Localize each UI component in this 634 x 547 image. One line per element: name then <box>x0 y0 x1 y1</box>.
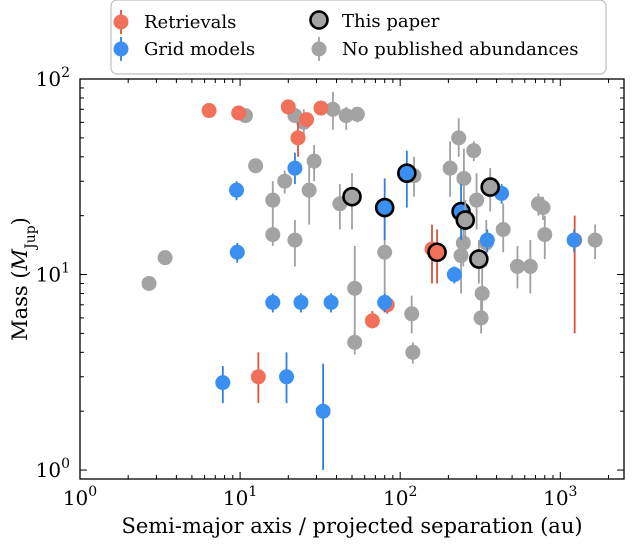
retrievals-point-0 <box>201 103 217 119</box>
legend-grid-models-marker <box>113 41 129 57</box>
grid-models-point-13 <box>566 232 582 248</box>
grid-models-point-9 <box>377 294 393 310</box>
grid-models-point-4 <box>279 369 295 385</box>
tick-labels: 100 101 102 103 100 101 102 <box>36 65 578 510</box>
legend-grid-models-label: Grid models <box>144 39 255 60</box>
grid-models-point-0 <box>215 375 231 391</box>
retrievals-point-2 <box>250 369 266 385</box>
grid-models-point-8 <box>323 294 339 310</box>
y-axis-label-close: ) <box>8 217 32 225</box>
this-paper-point-6 <box>469 249 489 269</box>
retrievals-point-5 <box>299 112 315 128</box>
x-axis-label: Semi-major axis / projected separation (… <box>121 514 582 538</box>
legend-frame <box>110 0 607 75</box>
no-abundances-point-20 <box>405 344 421 360</box>
legend-no-abundances-label: No published abundances <box>342 39 578 60</box>
retrievals-point-7 <box>364 313 380 329</box>
no-abundances-point-0 <box>141 275 157 291</box>
grid-models-point-1 <box>229 182 245 198</box>
x-tick-label-2: 102 <box>383 484 417 510</box>
no-abundances-point-14 <box>338 108 354 124</box>
legend-no-abundances-marker <box>311 41 327 57</box>
no-abundances-point-23 <box>451 130 467 146</box>
x-tick-label-3: 103 <box>543 484 577 510</box>
no-abundances-point-32 <box>495 221 511 237</box>
no-abundances-point-27 <box>466 143 482 159</box>
axis-ticks <box>79 78 624 480</box>
no-abundances-point-24 <box>453 248 469 264</box>
grid-models-point-3 <box>265 294 281 310</box>
grid-models-point-7 <box>315 403 331 419</box>
no-abundances-point-8 <box>287 232 303 248</box>
no-abundances-point-22 <box>442 160 458 176</box>
grid-models-point-10 <box>446 267 462 283</box>
legend: Retrievals Grid models This paper No pub… <box>110 0 607 75</box>
legend-this-paper-marker <box>309 10 329 30</box>
no-abundances-point-15 <box>347 280 363 296</box>
no-abundances-point-11 <box>306 153 322 169</box>
no-abundances-point-28 <box>469 192 485 208</box>
this-paper-point-3 <box>427 242 447 263</box>
y-axis-label-main: Mass ( <box>8 270 32 340</box>
no-abundances-point-4 <box>265 192 281 208</box>
y-axis-label-symbol: M <box>8 248 32 271</box>
retrievals-point-6 <box>313 100 329 116</box>
no-abundances-point-12 <box>325 101 341 117</box>
no-abundances-point-19 <box>404 306 420 322</box>
no-abundances-point-33 <box>509 258 525 274</box>
grid-models-point-6 <box>293 294 309 310</box>
no-abundances-point-30 <box>474 285 490 301</box>
no-abundances-point-38 <box>587 232 603 248</box>
no-abundances-point-6 <box>277 173 293 189</box>
this-paper-point-1 <box>374 197 395 218</box>
legend-retrievals-label: Retrievals <box>144 12 236 33</box>
plot-area <box>141 91 603 471</box>
series-this-paper <box>342 150 501 284</box>
no-abundances-point-37 <box>537 227 553 243</box>
no-abundances-point-1 <box>157 250 173 266</box>
no-abundances-point-34 <box>522 258 538 274</box>
no-abundances-point-26 <box>456 170 472 186</box>
y-tick-label-1: 101 <box>36 261 70 287</box>
y-axis-label: Mass (MJup) <box>8 217 39 341</box>
y-tick-label-2: 102 <box>36 65 70 91</box>
grid-models-point-11 <box>479 232 495 248</box>
retrievals-point-3 <box>280 99 296 115</box>
no-abundances-point-36 <box>535 200 551 216</box>
no-abundances-point-5 <box>265 227 281 243</box>
no-abundances-point-29 <box>473 310 489 326</box>
this-paper-point-7 <box>480 177 501 197</box>
legend-this-paper-label: This paper <box>342 11 440 32</box>
no-abundances-point-10 <box>301 182 317 198</box>
y-tick-label-0: 100 <box>36 456 70 482</box>
series-grid-models <box>215 152 582 471</box>
grid-models-point-2 <box>229 244 245 260</box>
no-abundances-point-18 <box>377 244 393 260</box>
legend-retrievals-marker <box>113 14 129 30</box>
retrievals-point-1 <box>231 105 247 121</box>
this-paper-point-0 <box>342 186 362 207</box>
plot-frame <box>79 78 625 480</box>
y-axis-label-subscript: Jup <box>23 225 39 251</box>
grid-models-point-5 <box>287 160 303 176</box>
no-abundances-point-16 <box>347 334 363 350</box>
no-abundances-point-17 <box>349 106 365 122</box>
retrievals-point-4 <box>290 130 306 146</box>
no-abundances-point-3 <box>248 158 264 174</box>
this-paper-point-5 <box>455 210 476 230</box>
no-abundances-point-25 <box>455 235 471 251</box>
x-tick-label-0: 100 <box>63 484 97 510</box>
x-tick-label-1: 101 <box>223 484 257 510</box>
this-paper-point-2 <box>397 163 417 183</box>
